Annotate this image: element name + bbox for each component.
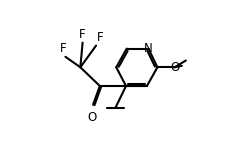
Text: F: F <box>79 28 86 41</box>
Text: O: O <box>170 61 179 74</box>
Text: N: N <box>144 42 153 55</box>
Text: F: F <box>97 31 104 44</box>
Text: O: O <box>87 111 96 124</box>
Text: F: F <box>60 42 66 55</box>
